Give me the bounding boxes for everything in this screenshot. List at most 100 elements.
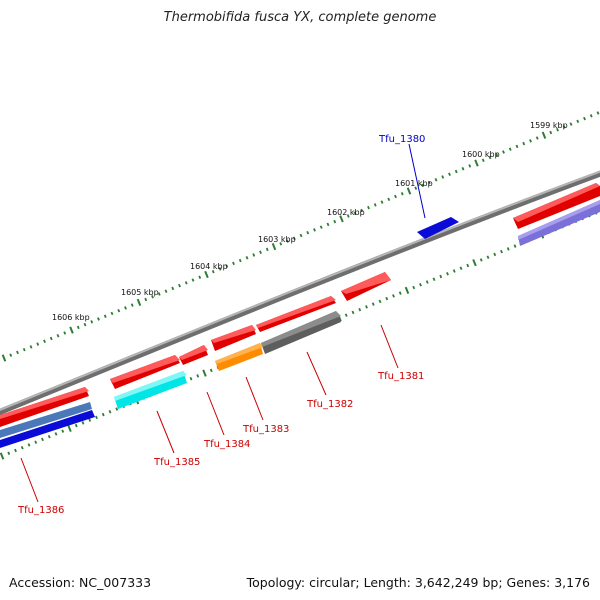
outer-row-minor-tick: [184, 281, 188, 285]
gene-label-tfu-1381[interactable]: Tfu_1381: [377, 371, 424, 382]
outer-row-minor-tick: [488, 155, 492, 160]
outer-row-minor-tick: [97, 317, 100, 321]
inner-row-minor-tick: [108, 410, 112, 414]
inner-row-minor-tick: [20, 445, 24, 450]
inner-row-minor-tick: [459, 266, 463, 270]
gene-reverse-tfu-1382[interactable]: [256, 296, 336, 332]
inner-row-minor-tick: [344, 313, 348, 317]
scale-label-1602: 1602 kbp: [327, 208, 365, 217]
outer-row-major-tick: [1, 354, 7, 362]
inner-row-minor-tick: [466, 263, 470, 268]
gene-reverse-tfu-1383[interactable]: [211, 325, 256, 351]
outer-row-minor-tick: [218, 267, 222, 271]
outer-row-minor-tick: [427, 180, 431, 185]
gene-reverse-tfu-1384[interactable]: [179, 345, 208, 365]
gene-label-tfu-1385[interactable]: Tfu_1385: [153, 457, 200, 468]
outer-row-minor-tick: [502, 150, 505, 154]
outer-row-minor-tick: [103, 314, 107, 318]
inner-row-minor-tick: [486, 255, 490, 259]
inner-row-minor-tick: [493, 252, 497, 257]
outer-row-minor-tick: [515, 144, 519, 149]
gene-label-tfu-1383[interactable]: Tfu_1383: [242, 424, 289, 435]
inner-row-minor-tick: [385, 296, 389, 301]
outer-row-minor-tick: [110, 311, 114, 316]
outer-row-minor-tick: [569, 122, 573, 126]
inner-row-minor-tick: [61, 429, 65, 433]
outer-row-minor-tick: [306, 230, 310, 235]
inner-row-minor-tick: [479, 258, 483, 262]
outer-row-minor-tick: [583, 116, 586, 121]
outer-row-minor-tick: [29, 345, 33, 349]
outer-row-minor-tick: [346, 214, 350, 218]
outer-row-minor-tick: [400, 192, 404, 196]
gene-reverse-tfu-1383-domain[interactable]: [215, 343, 263, 371]
outer-row-minor-tick: [394, 194, 397, 199]
inner-row-minor-tick: [14, 448, 17, 453]
outer-row-minor-tick: [508, 147, 512, 151]
inner-row-minor-tick: [209, 368, 213, 373]
gene-reverse-tfu-1385-domain[interactable]: [114, 371, 187, 409]
outer-row-major-tick: [474, 159, 479, 167]
inner-row-minor-tick: [378, 299, 382, 304]
scale-label-1600: 1600 kbp: [462, 150, 500, 159]
inner-row-major-tick: [67, 424, 72, 432]
gene-label-tfu-1384[interactable]: Tfu_1384: [203, 439, 250, 450]
inner-row-minor-tick: [74, 423, 78, 428]
outer-row-major-tick: [204, 270, 209, 279]
gene-forward-tfu-1380[interactable]: [417, 217, 459, 239]
inner-row-minor-tick: [439, 274, 443, 279]
genome-backbone: [0, 170, 600, 416]
connector-tfu-1382: [306, 351, 327, 396]
outer-row-minor-tick: [9, 353, 13, 357]
connector-tfu-1386: [20, 457, 39, 503]
outer-row-minor-tick: [299, 233, 303, 238]
connector-tfu-1384: [206, 391, 225, 436]
accession-text: Accession: NC_007333: [9, 575, 152, 590]
outer-row-minor-tick: [360, 208, 364, 213]
outer-row-minor-tick: [130, 303, 134, 307]
inner-row-minor-tick: [425, 280, 429, 284]
outer-row-minor-tick: [56, 333, 60, 338]
outer-row-minor-tick: [448, 172, 451, 176]
outer-row-minor-tick: [232, 261, 235, 266]
connector-tfu-1383: [245, 376, 264, 421]
outer-row-minor-tick: [76, 325, 80, 330]
inner-row-minor-tick: [419, 283, 422, 287]
gene-label-tfu-1382[interactable]: Tfu_1382: [306, 399, 353, 410]
gene-forward-right-1[interactable]: [513, 183, 600, 229]
inner-row-minor-tick: [513, 244, 517, 248]
outer-row-major-tick: [69, 326, 74, 334]
inner-row-minor-tick: [392, 294, 395, 298]
outer-row-minor-tick: [43, 339, 46, 344]
gene-label-tfu-1386[interactable]: Tfu_1386: [17, 505, 64, 516]
outer-row-minor-tick: [576, 119, 580, 124]
outer-row-minor-tick: [49, 336, 53, 341]
gene-reverse-tfu-1385[interactable]: [110, 355, 180, 389]
inner-row-minor-tick: [196, 374, 200, 378]
inner-row-minor-tick: [41, 437, 44, 442]
inner-row-minor-tick: [365, 305, 368, 309]
gene-forward-right-2[interactable]: [518, 200, 600, 246]
outer-row-minor-tick: [373, 203, 377, 207]
inner-row-minor-tick: [500, 249, 503, 254]
outer-row-minor-tick: [367, 205, 370, 210]
gene-reverse-tfu-1386-domain-2[interactable]: [0, 410, 95, 448]
outer-row-minor-tick: [144, 297, 148, 302]
outer-row-minor-tick: [90, 320, 94, 324]
gene-reverse-tfu-1382-domain[interactable]: [261, 311, 341, 354]
gene-reverse-tfu-1386[interactable]: [0, 387, 89, 427]
gene-reverse-tfu-1381[interactable]: [341, 272, 391, 301]
gene-reverse-tfu-1386-domain-1[interactable]: [0, 402, 92, 438]
gene-label-tfu-1380[interactable]: Tfu_1380: [378, 134, 425, 145]
outer-row-minor-tick: [164, 289, 168, 293]
outer-row-minor-tick: [36, 342, 40, 346]
inner-row-minor-tick: [115, 407, 119, 411]
outer-row-minor-tick: [124, 306, 127, 310]
inner-row-major-tick: [472, 259, 477, 267]
inner-row-minor-tick: [27, 443, 31, 447]
outer-row-minor-tick: [117, 308, 121, 313]
scale-label-1601: 1601 kbp: [395, 179, 433, 188]
connector-tfu-1381: [380, 324, 399, 369]
outer-row-minor-tick: [265, 247, 269, 252]
inner-row-minor-tick: [452, 269, 456, 273]
